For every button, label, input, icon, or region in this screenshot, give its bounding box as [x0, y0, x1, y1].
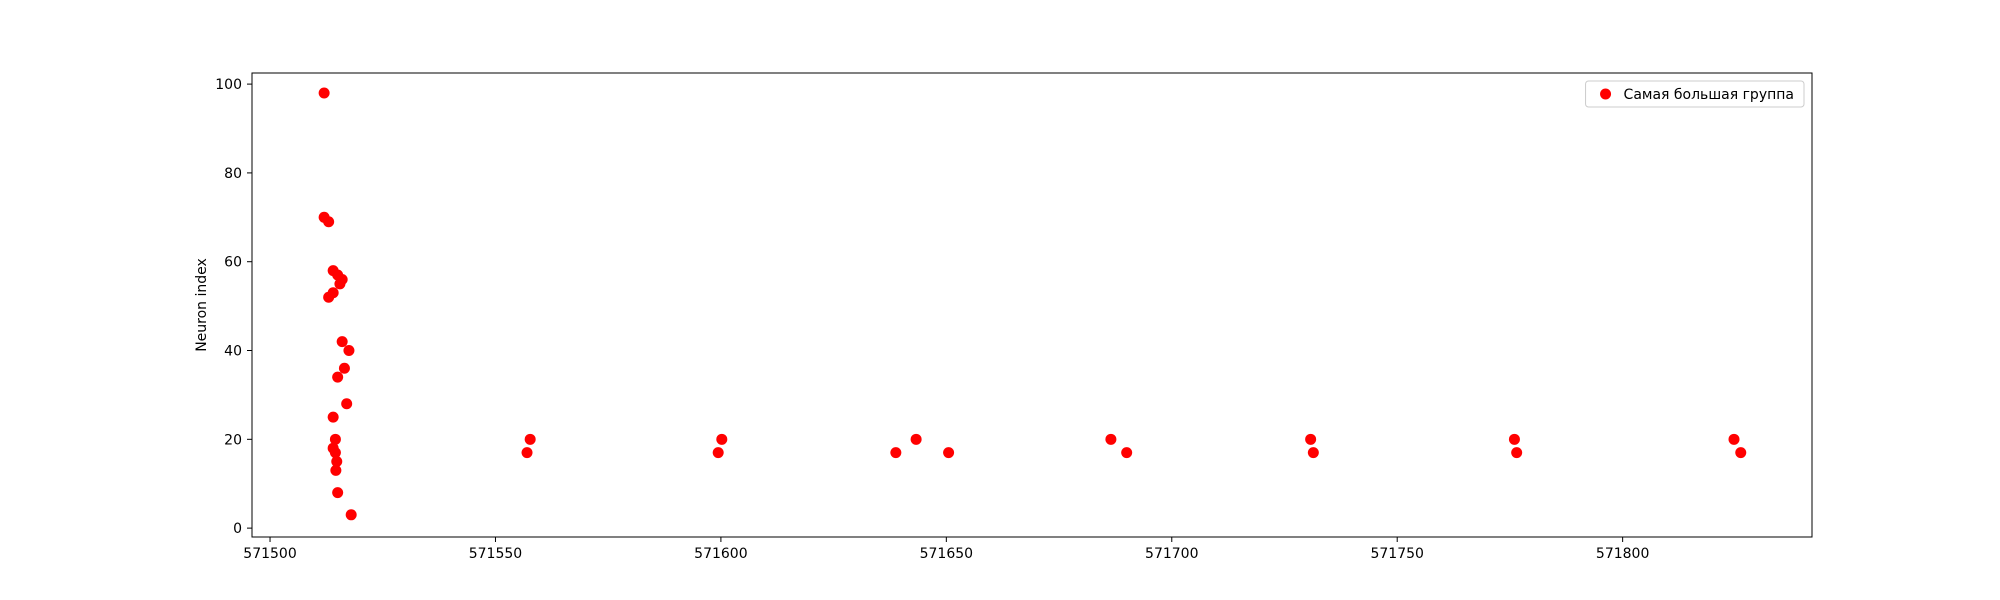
data-point: [1121, 447, 1133, 459]
data-point: [1735, 447, 1747, 459]
x-tick-label: 571650: [920, 546, 973, 562]
y-axis-label: Neuron index: [194, 258, 210, 352]
data-point: [1508, 433, 1520, 445]
data-point: [323, 291, 335, 303]
legend-marker: [1600, 88, 1612, 100]
y-tick-label: 40: [224, 344, 242, 360]
data-point: [712, 447, 724, 459]
axes-frame: [251, 72, 1813, 538]
legend-label: Самая большая группа: [1624, 87, 1794, 103]
data-point: [332, 371, 344, 383]
plot-area: [251, 72, 1813, 538]
x-tick-label: 571500: [243, 546, 296, 562]
data-point: [332, 487, 344, 499]
data-point: [327, 411, 339, 423]
data-point: [318, 87, 330, 99]
data-point: [323, 216, 335, 228]
data-point: [329, 447, 341, 459]
y-tick-label: 0: [233, 521, 242, 537]
x-tick-label: 571600: [694, 546, 747, 562]
data-point: [336, 336, 348, 348]
data-point: [341, 398, 353, 410]
legend: Самая большая группа: [1585, 80, 1805, 108]
data-point: [524, 433, 536, 445]
data-point: [890, 447, 902, 459]
data-point: [343, 345, 355, 357]
data-point: [1511, 447, 1523, 459]
data-point: [330, 464, 342, 476]
data-point: [331, 456, 343, 468]
data-point: [1728, 433, 1740, 445]
x-axis: 571500 571550 571600 571650 571700 571750 5718…: [243, 537, 1649, 562]
x-tick-label: 571800: [1596, 546, 1649, 562]
x-tick-label: 571700: [1145, 546, 1198, 562]
data-point: [1307, 447, 1319, 459]
y-tick-label: 60: [224, 255, 242, 271]
data-point: [334, 278, 346, 290]
data-point: [716, 433, 728, 445]
y-tick-label: 20: [224, 432, 242, 448]
data-point: [943, 447, 955, 459]
data-point: [338, 362, 350, 374]
legend-box: [1585, 80, 1805, 108]
x-tick-label: 571550: [469, 546, 522, 562]
data-point: [329, 433, 341, 445]
y-tick-label: 100: [215, 77, 242, 93]
data-point: [521, 447, 533, 459]
y-axis: 0 20 40 60 80 100: [215, 77, 252, 537]
x-tick-label: 571750: [1370, 546, 1423, 562]
data-point: [1105, 433, 1117, 445]
y-tick-label: 80: [224, 166, 242, 182]
data-point: [910, 433, 922, 445]
data-point: [345, 509, 357, 521]
data-point: [1305, 433, 1317, 445]
